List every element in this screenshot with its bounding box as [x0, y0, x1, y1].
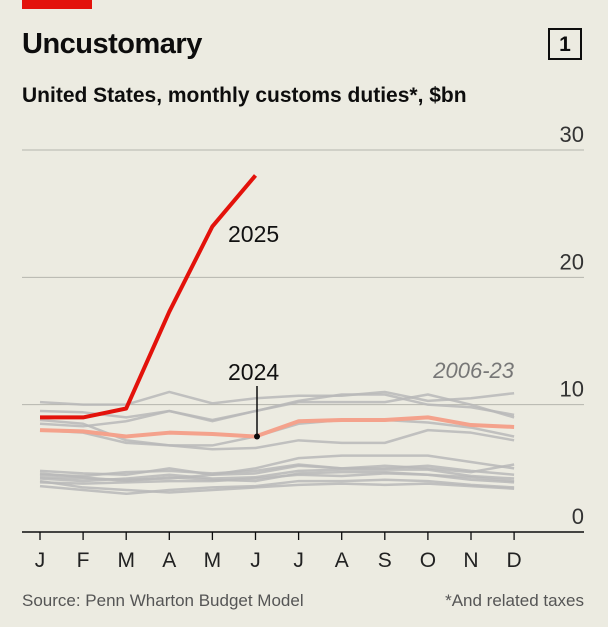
x-tick-label: A	[335, 549, 349, 572]
line-2024	[39, 415, 515, 439]
x-tick-label: J	[293, 549, 304, 572]
x-tick-label: A	[162, 549, 176, 572]
footnote: *And related taxes	[445, 591, 584, 610]
line-2006-23	[39, 428, 515, 451]
x-tick-label: M	[204, 549, 222, 572]
y-tick-label: 20	[560, 249, 584, 274]
x-tick-label: D	[507, 549, 522, 572]
label-2024-dot	[254, 433, 260, 440]
chart-subtitle: United States, monthly customs duties*, …	[22, 84, 467, 107]
x-tick-label: O	[420, 549, 436, 572]
line-2025	[40, 174, 258, 420]
line-2006-23	[39, 393, 515, 428]
x-tick-label: S	[378, 549, 392, 572]
label-2024: 2024	[228, 359, 279, 385]
y-tick-label: 0	[572, 504, 584, 529]
line-2006-23	[39, 479, 515, 494]
label-2006-23: 2006-23	[432, 358, 515, 383]
line-2006-23	[39, 454, 515, 482]
line-2006-23	[39, 463, 515, 478]
source-note: Source: Penn Wharton Budget Model	[22, 591, 304, 610]
x-tick-label: F	[77, 549, 90, 572]
x-tick-label: J	[35, 549, 46, 572]
y-tick-label: 10	[560, 377, 584, 402]
x-tick-label: J	[250, 549, 261, 572]
chart-number-badge: 1	[548, 28, 582, 60]
line-2006-23	[39, 464, 515, 476]
brand-bar	[22, 0, 92, 9]
line-2006-23	[39, 390, 515, 406]
x-tick-label: M	[117, 549, 135, 572]
line-2006-23	[39, 478, 515, 496]
x-tick-label: N	[463, 549, 478, 572]
chart-title: Uncustomary	[22, 28, 202, 60]
y-tick-label: 30	[560, 122, 584, 147]
label-2025: 2025	[228, 221, 279, 247]
